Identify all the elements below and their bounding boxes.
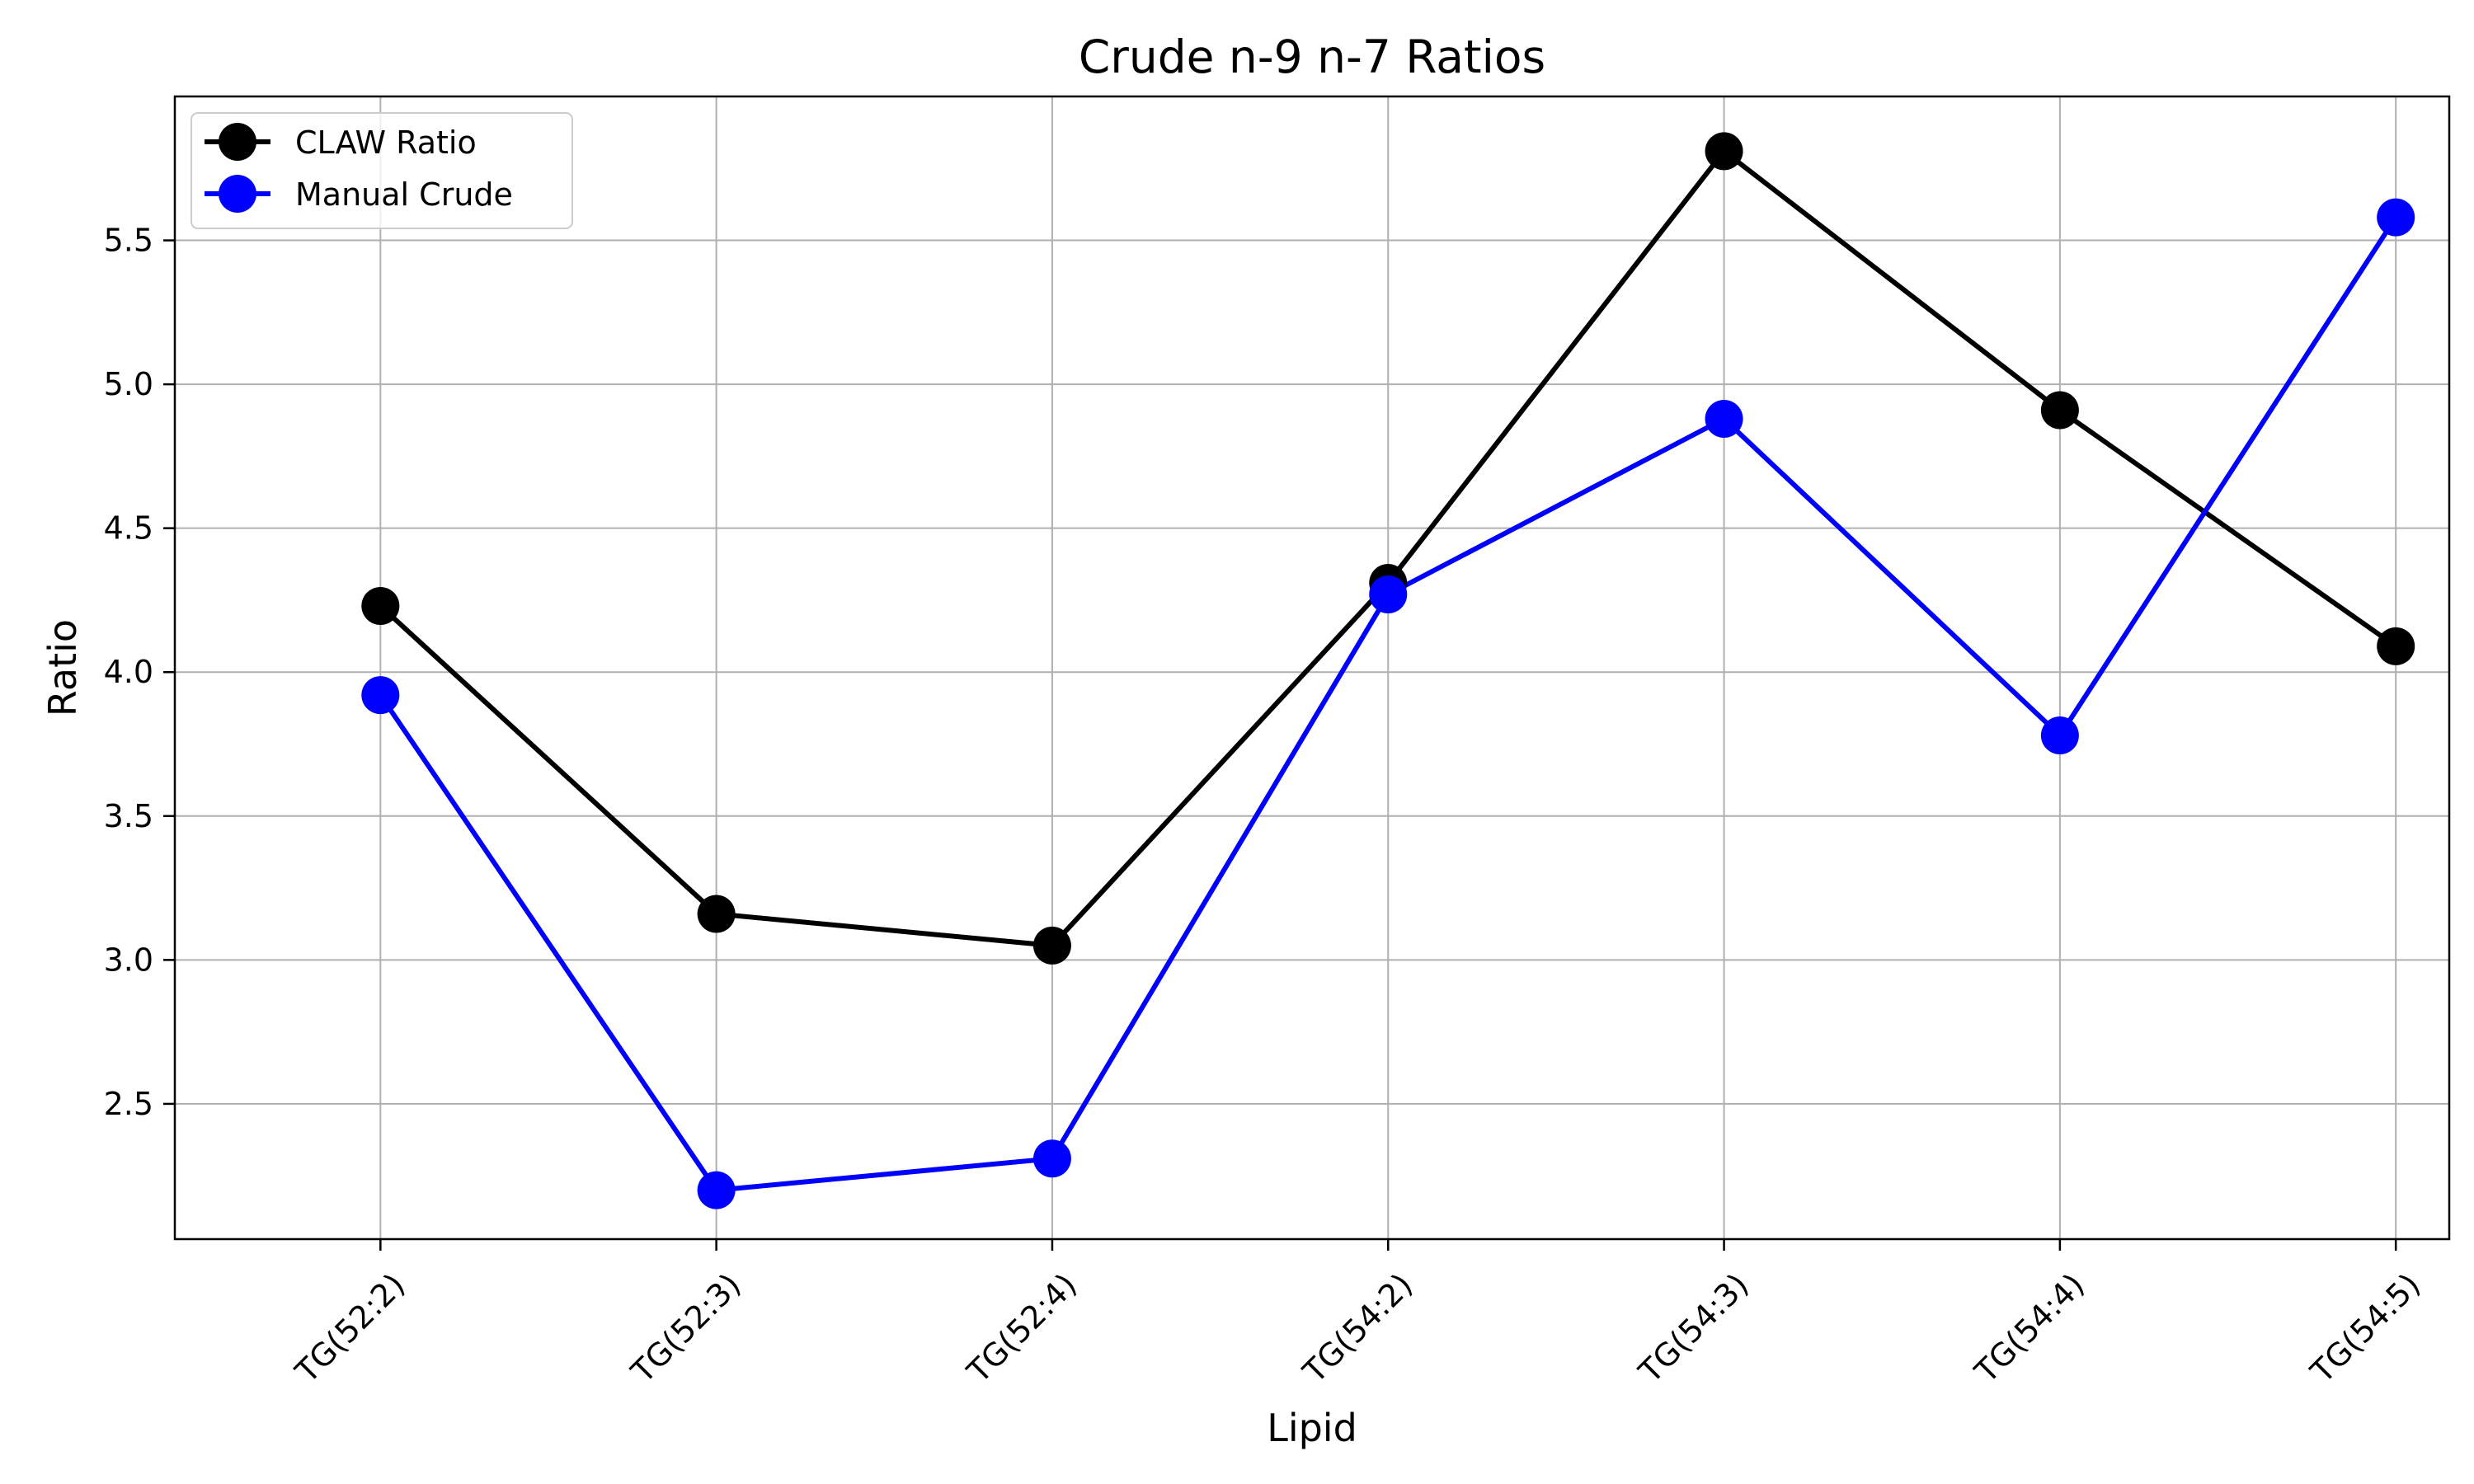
y-tick-label: 2.5 xyxy=(104,1086,153,1122)
grid-lines xyxy=(175,96,2449,1239)
legend-marker xyxy=(219,123,256,161)
y-tick-label: 4.5 xyxy=(104,510,153,547)
y-tick-label: 3.0 xyxy=(104,942,153,978)
data-point xyxy=(2377,198,2415,237)
data-point xyxy=(1705,400,1743,439)
data-point xyxy=(361,586,400,625)
y-axis-ticks: 2.5 3.0 3.5 4.0 4.5 5.0 5.5 xyxy=(104,223,175,1122)
x-axis-title: Lipid xyxy=(1267,1406,1357,1450)
legend: CLAW Ratio Manual Crude xyxy=(190,112,573,229)
legend-box xyxy=(190,112,573,229)
chart-title: Crude n-9 n-7 Ratios xyxy=(1079,31,1545,83)
legend-label: CLAW Ratio xyxy=(295,124,477,161)
y-axis-title: Ratio xyxy=(40,619,85,716)
y-tick-label: 5.5 xyxy=(104,223,153,259)
data-point xyxy=(1032,1139,1071,1178)
data-point xyxy=(697,1171,736,1209)
legend-items: CLAW Ratio Manual Crude xyxy=(205,123,513,213)
data-point xyxy=(2377,627,2415,665)
y-tick-label: 5.0 xyxy=(104,366,153,402)
data-point xyxy=(361,676,400,715)
data-point xyxy=(2040,391,2079,430)
y-tick-label: 3.5 xyxy=(104,798,153,834)
data-point xyxy=(2040,716,2079,755)
data-point xyxy=(697,895,736,933)
data-point xyxy=(1705,132,1743,171)
series-markers xyxy=(361,132,2415,1209)
y-tick-label: 4.0 xyxy=(104,654,153,690)
legend-label: Manual Crude xyxy=(295,176,513,213)
legend-marker xyxy=(219,175,256,213)
data-point xyxy=(1032,926,1071,965)
plot-area-frame xyxy=(173,95,2451,1241)
data-point xyxy=(1369,575,1408,613)
